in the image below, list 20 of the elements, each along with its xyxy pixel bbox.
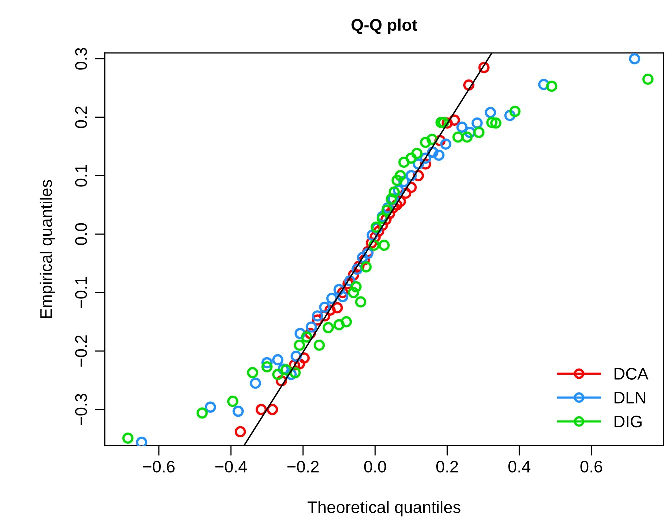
chart-title: Q-Q plot (352, 18, 418, 34)
y-tick-label: 0.0 (75, 223, 88, 246)
y-tick-label: 0.2 (75, 106, 88, 128)
y-tick-label: −0.1 (75, 277, 88, 308)
x-tick-label: −0.4 (216, 461, 248, 473)
x-tick-label: −0.6 (144, 461, 175, 473)
y-tick-label: 0.1 (75, 165, 88, 187)
y-axis-title: Empirical quantiles (40, 180, 56, 318)
legend-label: DIG (614, 416, 642, 428)
legend-label: DCA (614, 368, 649, 380)
y-tick-label: 0.3 (75, 48, 88, 70)
y-tick-label: −0.2 (75, 336, 88, 367)
x-tick-label: 0.2 (436, 461, 458, 473)
legend-label: DLN (614, 392, 646, 404)
y-tick-label: −0.3 (75, 394, 88, 426)
x-tick-label: −0.2 (288, 461, 319, 473)
x-axis-title: Theoretical quantiles (308, 501, 461, 517)
x-tick-label: 0.0 (364, 461, 386, 473)
x-tick-label: 0.6 (580, 461, 602, 473)
x-tick-label: 0.4 (508, 461, 531, 473)
